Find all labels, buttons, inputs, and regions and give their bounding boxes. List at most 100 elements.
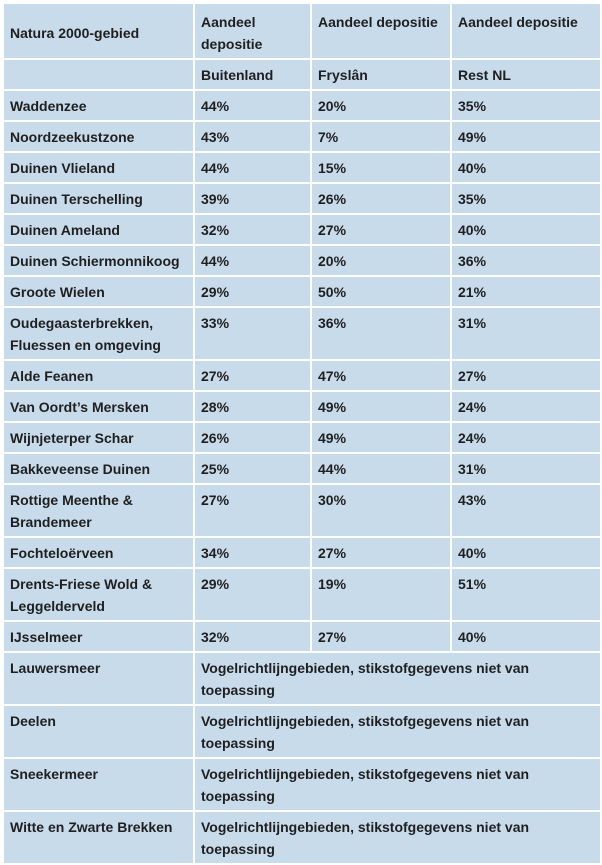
table-body: Waddenzee 44% 20% 35% Noordzeekustzone 43% 7% 4…	[4, 91, 600, 863]
area-name-cell: Rottige Meenthe & Brandemeer	[4, 485, 193, 536]
fryslan-share-cell: 20%	[312, 91, 450, 120]
buitenland-share-cell: 44%	[195, 91, 310, 120]
area-name-cell: Bakkeveense Duinen	[4, 454, 193, 483]
area-name-cell: Duinen Vlieland	[4, 153, 193, 182]
fryslan-share-cell: 27%	[312, 215, 450, 244]
fryslan-share-cell: 49%	[312, 423, 450, 452]
area-name-cell: Wijnjeterper Schar	[4, 423, 193, 452]
rest-nl-share-cell: 27%	[452, 361, 600, 390]
rest-nl-share-cell: 35%	[452, 184, 600, 213]
table-row: Van Oordt’s Mersken 28% 49% 24%	[4, 392, 600, 421]
area-name-cell: Sneekermeer	[4, 759, 193, 810]
not-applicable-note-cell: Vogelrichtlijngebieden, stikstofgegevens…	[195, 759, 600, 810]
not-applicable-note-cell: Vogelrichtlijngebieden, stikstofgegevens…	[195, 653, 600, 704]
fryslan-share-cell: 15%	[312, 153, 450, 182]
header-share-deposition-2: Aandeel depositie	[312, 4, 450, 58]
buitenland-share-cell: 27%	[195, 485, 310, 536]
area-name-cell: Witte en Zwarte Brekken	[4, 812, 193, 863]
buitenland-share-cell: 29%	[195, 277, 310, 306]
header-row: Natura 2000-gebied Aandeel depositie Aan…	[4, 4, 600, 58]
table-row: Groote Wielen 29% 50% 21%	[4, 277, 600, 306]
area-name-cell: Deelen	[4, 706, 193, 757]
rest-nl-share-cell: 31%	[452, 308, 600, 359]
rest-nl-share-cell: 21%	[452, 277, 600, 306]
table-row: Duinen Vlieland 44% 15% 40%	[4, 153, 600, 182]
buitenland-share-cell: 33%	[195, 308, 310, 359]
buitenland-share-cell: 34%	[195, 538, 310, 567]
table-row: Fochteloërveen 34% 27% 40%	[4, 538, 600, 567]
rest-nl-share-cell: 40%	[452, 153, 600, 182]
buitenland-share-cell: 43%	[195, 122, 310, 151]
area-name-cell: Duinen Terschelling	[4, 184, 193, 213]
subheader-buitenland: Buitenland	[195, 60, 310, 89]
area-name-cell: Duinen Schiermonnikoog	[4, 246, 193, 275]
table-row: Drents-Friese Wold & Leggelderveld 29% 19%…	[4, 569, 600, 620]
fryslan-share-cell: 26%	[312, 184, 450, 213]
fryslan-share-cell: 49%	[312, 392, 450, 421]
table-row-note: Sneekermeer Vogelrichtlijngebieden, stiks…	[4, 759, 600, 810]
buitenland-share-cell: 26%	[195, 423, 310, 452]
header-share-deposition-1: Aandeel depositie	[195, 4, 310, 58]
area-name-cell: Duinen Ameland	[4, 215, 193, 244]
table-header: Natura 2000-gebied Aandeel depositie Aan…	[4, 4, 600, 89]
fryslan-share-cell: 50%	[312, 277, 450, 306]
not-applicable-note-cell: Vogelrichtlijngebieden, stikstofgegevens…	[195, 812, 600, 863]
area-name-cell: Alde Feanen	[4, 361, 193, 390]
area-name-cell: Oudegaasterbrekken, Fluessen en omgeving	[4, 308, 193, 359]
table-row-note: Deelen Vogelrichtlijngebieden, stikstofge…	[4, 706, 600, 757]
area-name-cell: Drents-Friese Wold & Leggelderveld	[4, 569, 193, 620]
subheader-fryslan: Fryslân	[312, 60, 450, 89]
fryslan-share-cell: 27%	[312, 622, 450, 651]
fryslan-share-cell: 27%	[312, 538, 450, 567]
buitenland-share-cell: 39%	[195, 184, 310, 213]
subheader-row: Buitenland Fryslân Rest NL	[4, 60, 600, 89]
rest-nl-share-cell: 36%	[452, 246, 600, 275]
subheader-empty	[4, 60, 193, 89]
table-row: Duinen Schiermonnikoog 44% 20% 36%	[4, 246, 600, 275]
area-name-cell: Fochteloërveen	[4, 538, 193, 567]
table-row-note: Witte en Zwarte Brekken Vogelrichtlijngeb…	[4, 812, 600, 863]
buitenland-share-cell: 29%	[195, 569, 310, 620]
not-applicable-note-cell: Vogelrichtlijngebieden, stikstofgegevens…	[195, 706, 600, 757]
rest-nl-share-cell: 40%	[452, 622, 600, 651]
fryslan-share-cell: 36%	[312, 308, 450, 359]
table-row: Bakkeveense Duinen 25% 44% 31%	[4, 454, 600, 483]
rest-nl-share-cell: 51%	[452, 569, 600, 620]
buitenland-share-cell: 28%	[195, 392, 310, 421]
subheader-rest-nl: Rest NL	[452, 60, 600, 89]
table-row-note: Lauwersmeer Vogelrichtlijngebieden, stiks…	[4, 653, 600, 704]
rest-nl-share-cell: 24%	[452, 392, 600, 421]
area-name-cell: IJsselmeer	[4, 622, 193, 651]
rest-nl-share-cell: 40%	[452, 215, 600, 244]
table-row: Duinen Ameland 32% 27% 40%	[4, 215, 600, 244]
header-area: Natura 2000-gebied	[4, 4, 193, 58]
area-name-cell: Van Oordt’s Mersken	[4, 392, 193, 421]
buitenland-share-cell: 44%	[195, 153, 310, 182]
table-row: Noordzeekustzone 43% 7% 49%	[4, 122, 600, 151]
table-row: Waddenzee 44% 20% 35%	[4, 91, 600, 120]
fryslan-share-cell: 47%	[312, 361, 450, 390]
rest-nl-share-cell: 43%	[452, 485, 600, 536]
header-share-deposition-3: Aandeel depositie	[452, 4, 600, 58]
buitenland-share-cell: 32%	[195, 215, 310, 244]
rest-nl-share-cell: 40%	[452, 538, 600, 567]
table-row: Rottige Meenthe & Brandemeer 27% 30% 43%	[4, 485, 600, 536]
table-row: Wijnjeterper Schar 26% 49% 24%	[4, 423, 600, 452]
rest-nl-share-cell: 49%	[452, 122, 600, 151]
area-name-cell: Lauwersmeer	[4, 653, 193, 704]
buitenland-share-cell: 25%	[195, 454, 310, 483]
rest-nl-share-cell: 24%	[452, 423, 600, 452]
fryslan-share-cell: 19%	[312, 569, 450, 620]
buitenland-share-cell: 32%	[195, 622, 310, 651]
table-row: IJsselmeer 32% 27% 40%	[4, 622, 600, 651]
area-name-cell: Noordzeekustzone	[4, 122, 193, 151]
fryslan-share-cell: 30%	[312, 485, 450, 536]
fryslan-share-cell: 44%	[312, 454, 450, 483]
rest-nl-share-cell: 31%	[452, 454, 600, 483]
buitenland-share-cell: 27%	[195, 361, 310, 390]
fryslan-share-cell: 20%	[312, 246, 450, 275]
table-row: Duinen Terschelling 39% 26% 35%	[4, 184, 600, 213]
table-row: Oudegaasterbrekken, Fluessen en omgeving…	[4, 308, 600, 359]
fryslan-share-cell: 7%	[312, 122, 450, 151]
